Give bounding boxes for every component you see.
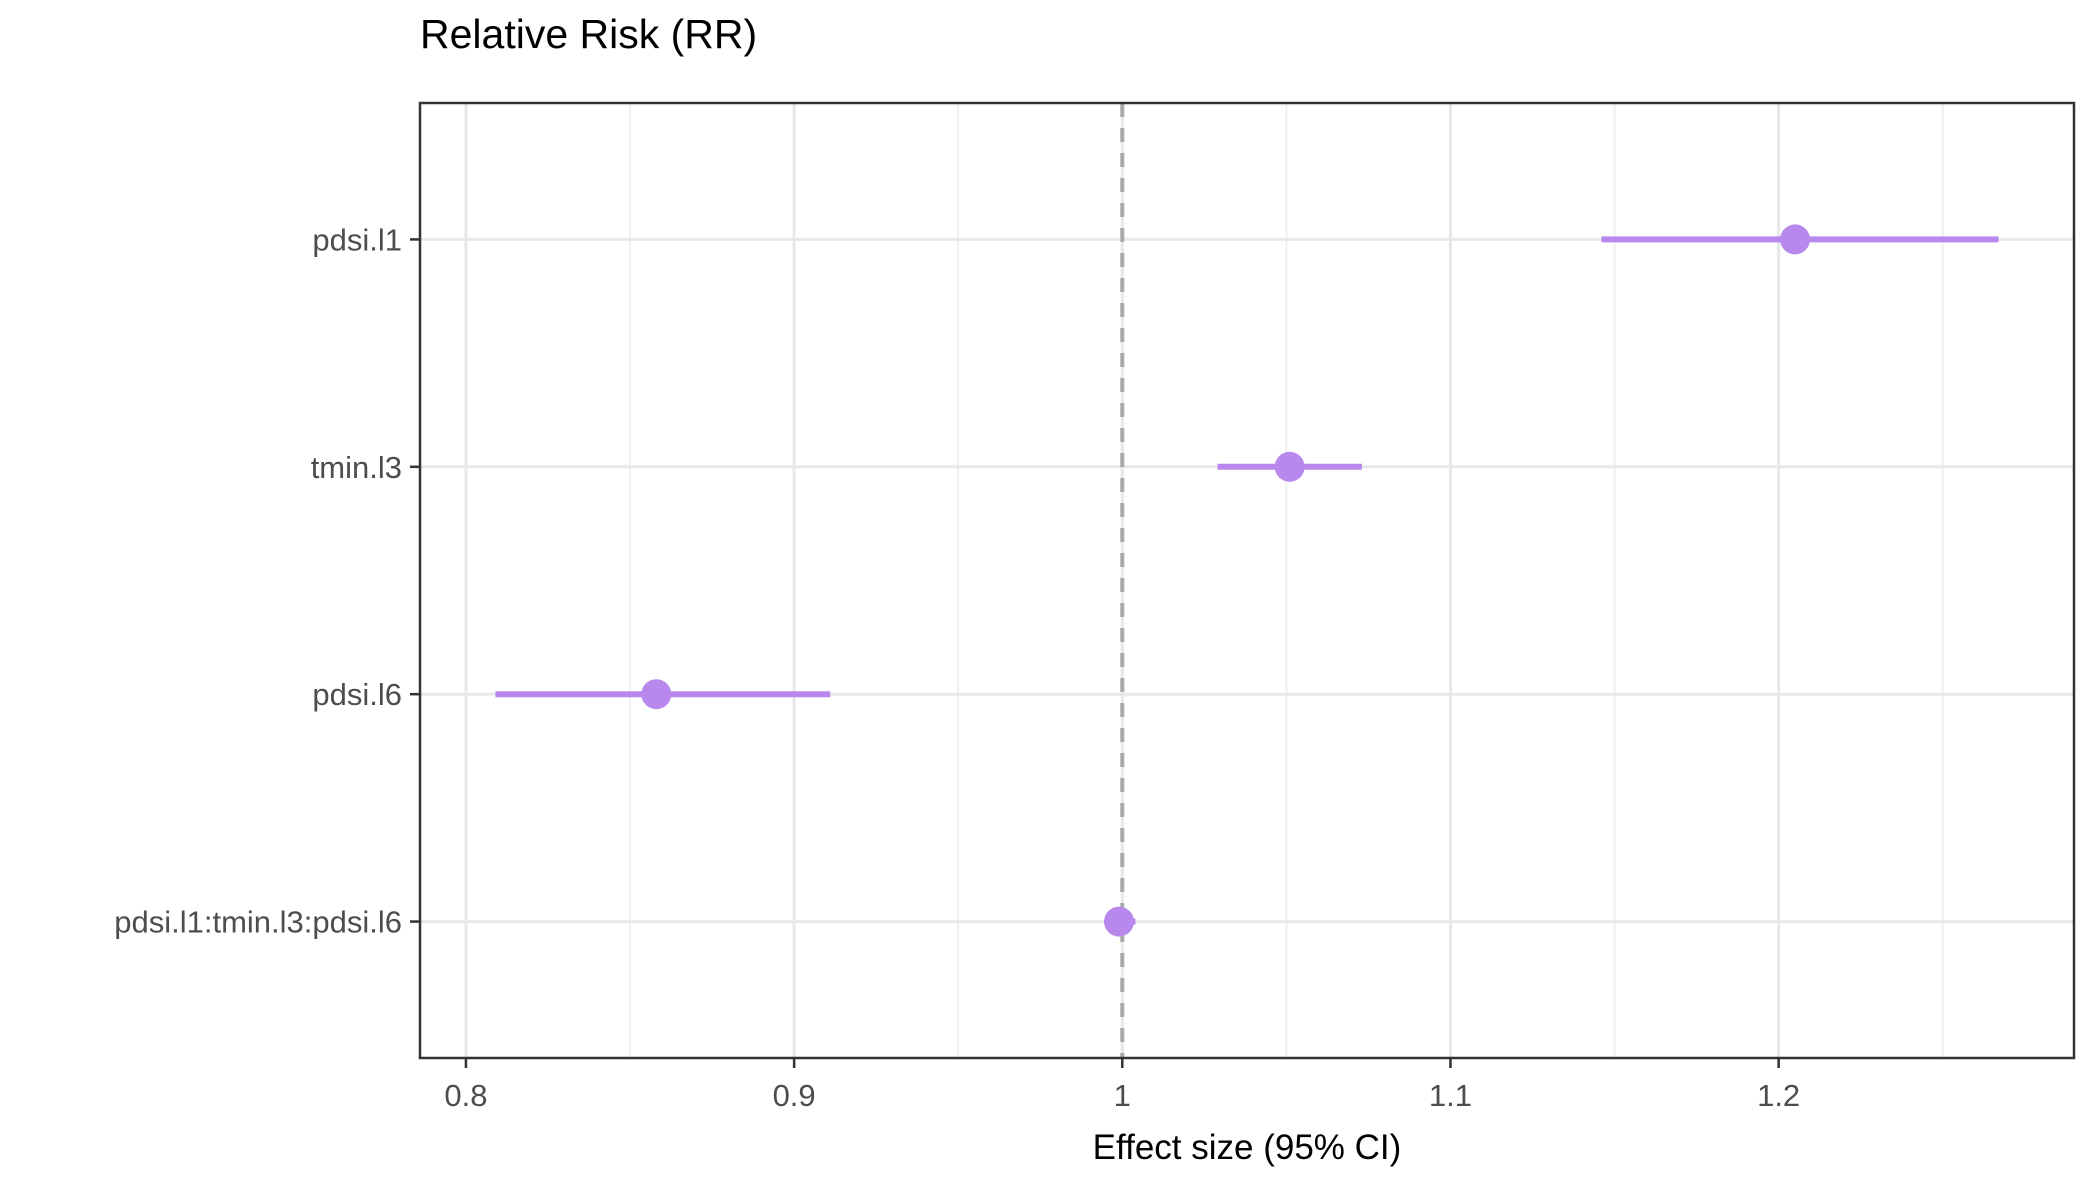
y-category-label: pdsi.l1 (312, 222, 402, 257)
point-marker (641, 679, 672, 710)
y-category-label: pdsi.l6 (312, 677, 402, 712)
y-category-label: tmin.l3 (311, 450, 402, 485)
y-category-label: pdsi.l1:tmin.l3:pdsi.l6 (114, 905, 402, 940)
x-axis-label: Effect size (95% CI) (1092, 1128, 1402, 1167)
x-tick-label: 1 (1114, 1078, 1131, 1113)
point-marker (1104, 906, 1135, 937)
chart-title: Relative Risk (RR) (420, 11, 758, 57)
x-tick-label: 1.1 (1429, 1078, 1472, 1113)
x-tick-label: 0.8 (444, 1078, 487, 1113)
point-marker (1274, 451, 1305, 482)
panel-border (418, 101, 2076, 1060)
point-marker (1780, 224, 1811, 255)
x-tick-label: 1.2 (1757, 1078, 1800, 1113)
x-tick-label: 0.9 (773, 1078, 816, 1113)
